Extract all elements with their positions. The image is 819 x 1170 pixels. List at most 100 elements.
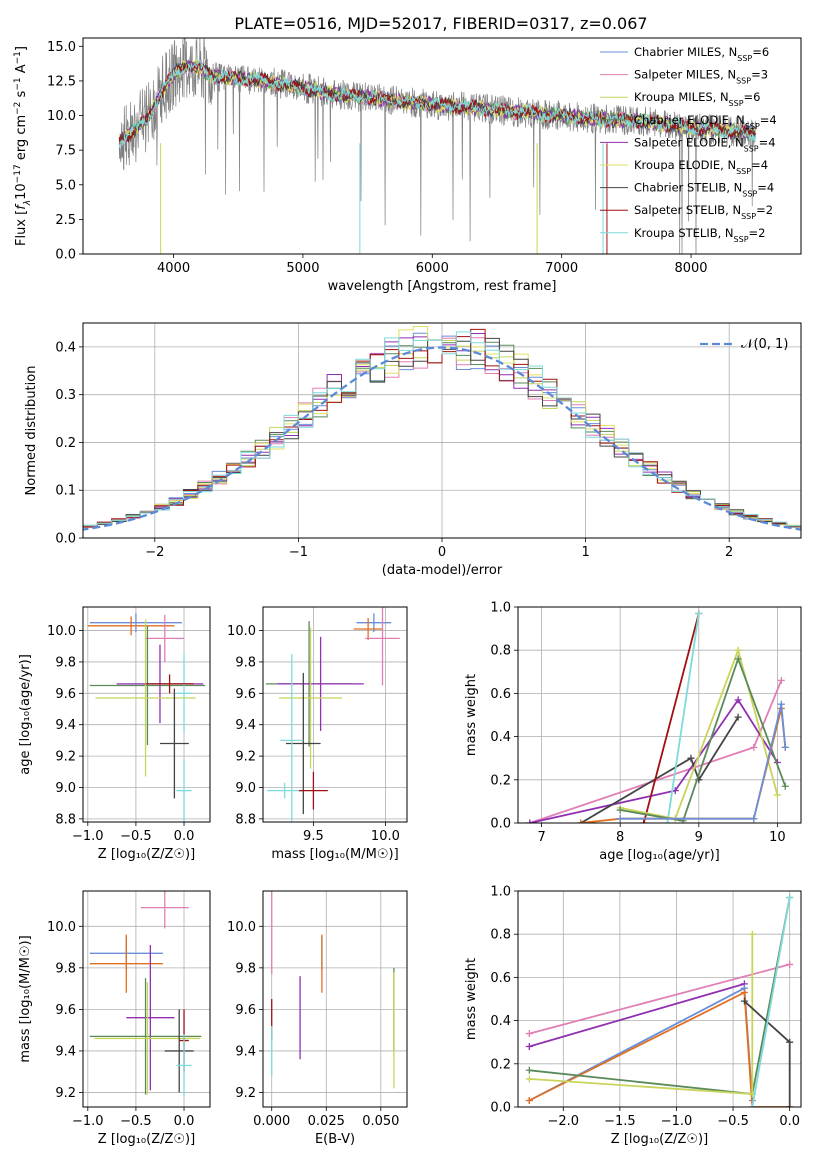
errorbar-traces: [87, 613, 206, 822]
y-tick-label: 0.0: [55, 532, 76, 547]
y-tick-label: 0.4: [490, 1014, 511, 1029]
weight-point-marker: [786, 893, 794, 901]
weight-series-line: [580, 716, 739, 823]
weight-point-marker: [525, 1075, 533, 1083]
legend-entry: Kroupa STELIB, NSSP=2: [634, 226, 765, 244]
y-tick-label: 0.8: [490, 928, 511, 943]
x-tick-label: 9.5: [303, 829, 324, 844]
y-tick-label: 1.0: [490, 885, 511, 900]
model-spectrum-kroupa-stelib: [118, 58, 757, 148]
x-tick-label: 0: [438, 545, 446, 560]
y-tick-label: 9.6: [235, 1003, 256, 1018]
weight-point-marker: [695, 609, 703, 617]
weight-point-marker: [777, 700, 785, 708]
figure-title: PLATE=0516, MJD=52017, FIBERID=0317, z=0…: [234, 14, 647, 33]
y-tick-label: 0.0: [55, 248, 76, 263]
weight-point-marker: [734, 713, 742, 721]
histogram-traces: [83, 326, 801, 531]
axes-frame: [82, 606, 211, 823]
weight-series-line: [620, 703, 787, 820]
y-tick-label: 0.1: [55, 484, 76, 499]
x-axis-label: mass [log₁₀(M/M☉)]: [271, 847, 398, 862]
y-tick-label: 10.0: [227, 624, 256, 639]
y-tick-label: 9.6: [235, 687, 256, 702]
y-tick-label: 0.6: [490, 687, 511, 702]
weight-series-line: [529, 983, 745, 1048]
y-tick-label: 9.8: [55, 655, 76, 670]
x-tick-label: 4000: [157, 261, 190, 276]
y-tick-label: 1.0: [490, 601, 511, 616]
weight-series-line: [642, 613, 700, 823]
histogram-salpeter-stelib: [83, 328, 801, 530]
line-traces: [525, 893, 794, 1107]
plots-container: 4000 5000 6000 7000 80000.02.55.07.510.012.5…: [13, 37, 802, 1147]
x-tick-label: −1.0: [72, 829, 104, 844]
weight-series-line: [529, 698, 779, 823]
weight-point-marker: [734, 655, 742, 663]
x-tick-label: 8: [616, 830, 624, 845]
y-tick-label: 0.2: [490, 773, 511, 788]
weight-point-marker: [616, 815, 624, 823]
y-tick-label: 8.8: [235, 812, 256, 827]
weight-series-line: [751, 897, 791, 1107]
legend-entry: 𝒩(0, 1): [741, 337, 788, 352]
x-tick-label: 0.000: [253, 1114, 290, 1129]
x-axis-label: age [log₁₀(age/yr)]: [599, 848, 720, 863]
errorbar-traces: [89, 891, 202, 1097]
x-tick-label: 8000: [674, 261, 707, 276]
x-tick-label: −1: [289, 545, 308, 560]
y-tick-label: 9.0: [235, 781, 256, 796]
legend-entry: Kroupa MILES, NSSP=6: [634, 90, 760, 108]
weight-point-marker: [687, 754, 695, 762]
weight-point-marker: [525, 1030, 533, 1038]
residuals-plot: −2 −1 0 1 2 0.0 0.1 0.2 0.3 0.4 (data-model)/error…: [24, 322, 802, 578]
x-tick-label: 10.0: [371, 829, 400, 844]
x-tick-label: 0.0: [174, 829, 195, 844]
weight-series-line: [620, 656, 787, 822]
y-tick-label: 0.3: [55, 388, 76, 403]
legend-entry: Chabrier ELODIE, NSSP=4: [634, 113, 777, 131]
x-tick-label: −0.5: [717, 1114, 749, 1129]
weight-point-marker: [786, 960, 794, 968]
spectrum-traces: [118, 38, 757, 254]
weight-point-marker: [781, 782, 789, 790]
weight-series-line: [620, 647, 779, 820]
weight-series-line: [528, 991, 790, 1107]
y-tick-label: 5.0: [55, 178, 76, 193]
y-tick-label: 10.0: [47, 920, 76, 935]
weight-point-marker: [525, 1097, 533, 1105]
mass-vs-Z-plot: −1.0 −0.5 0.0 9.2 9.4 9.6 9.8 10.0 Z [log₁₀(Z/Z☉…: [18, 890, 211, 1147]
y-tick-label: 10.0: [47, 624, 76, 639]
weight-point-marker: [525, 1043, 533, 1051]
x-tick-label: −1.0: [661, 1114, 693, 1129]
errorbar-traces: [265, 607, 400, 822]
x-tick-label: 2: [725, 545, 733, 560]
weight-point-marker: [640, 819, 648, 823]
legend-entry: Chabrier MILES, NSSP=6: [634, 45, 769, 63]
y-axis-label: age [log₁₀(age/yr)]: [18, 654, 33, 775]
weight-point-marker: [773, 791, 781, 799]
weight-series-line: [529, 963, 790, 1035]
x-tick-label: 10: [769, 830, 786, 845]
x-tick-label: 0.0: [779, 1114, 800, 1129]
y-tick-label: 0.4: [55, 340, 76, 355]
y-tick-label: 9.2: [235, 1086, 256, 1101]
x-tick-label: −0.5: [120, 829, 152, 844]
y-tick-label: 0.2: [490, 1057, 511, 1072]
weight-point-marker: [663, 819, 671, 823]
y-axis-label: mass weight: [464, 958, 479, 1040]
y-tick-label: 9.8: [235, 655, 256, 670]
weight-point-marker: [616, 806, 624, 814]
axes-frame: [262, 890, 408, 1108]
x-tick-label: 5000: [286, 261, 319, 276]
errorbar-traces: [271, 891, 395, 1089]
x-axis-label: Z [log₁₀(Z/Z☉)]: [98, 1132, 195, 1147]
weight-vs-Z-plot: −2.0 −1.5 −1.0 −0.5 0.0 0.0 0.2 0.4 0.6 0.8 1.0 Z […: [464, 885, 802, 1147]
axes-frame: [262, 606, 408, 823]
y-tick-label: 9.4: [55, 1044, 76, 1059]
spectrum-legend: Chabrier MILES, NSSP=6 Salpeter MILES, NS…: [600, 45, 777, 243]
y-axis-label: Flux [fλ10−17 erg cm−2 s−1 A−1]: [13, 46, 33, 246]
y-tick-label: 9.6: [55, 1003, 76, 1018]
weight-point-marker: [734, 696, 742, 704]
